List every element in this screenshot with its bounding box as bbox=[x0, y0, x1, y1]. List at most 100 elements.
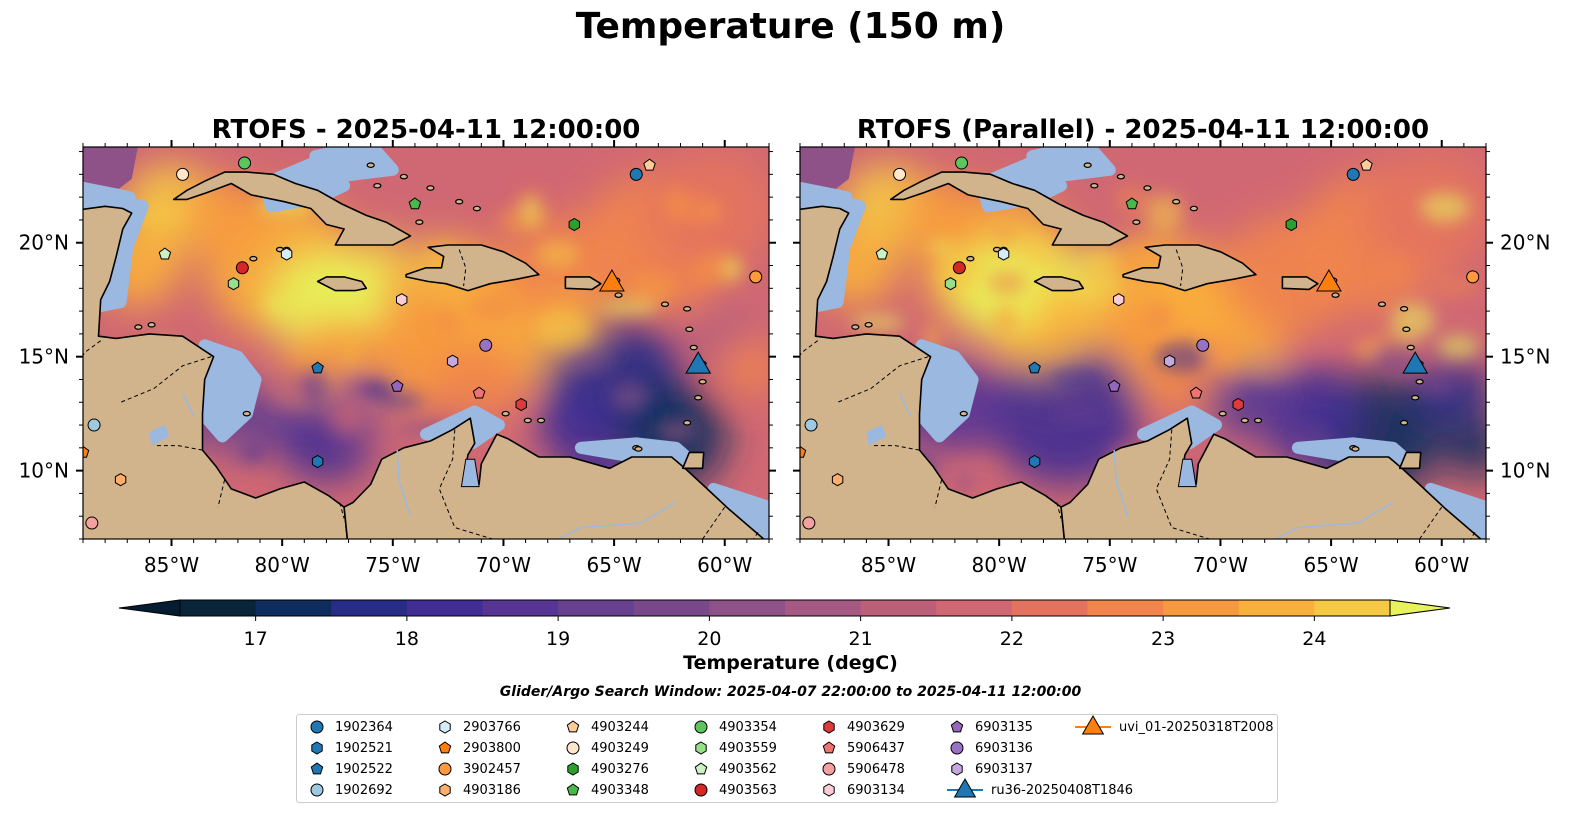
axis-ticks bbox=[793, 140, 1493, 546]
legend-circle-icon bbox=[822, 762, 836, 776]
argo-marker-5906437 bbox=[472, 386, 486, 399]
argo-marker-2903766 bbox=[280, 247, 293, 261]
legend-label: 5906478 bbox=[847, 761, 905, 777]
legend-entry: 6903137 bbox=[947, 759, 1033, 779]
legend-entry: uvi_01-20250318T2008 bbox=[1075, 715, 1273, 737]
legend-hexagon-icon bbox=[439, 783, 451, 797]
legend-hexagon-icon bbox=[951, 762, 963, 776]
legend-marker-icon bbox=[438, 741, 452, 754]
argo-marker-4903244 bbox=[1360, 158, 1373, 171]
argo-marker-4903249 bbox=[893, 167, 907, 181]
legend-marker-icon bbox=[947, 778, 983, 798]
legend-label: 3902457 bbox=[463, 761, 521, 777]
legend-circle-icon bbox=[950, 741, 964, 755]
legend-marker-icon bbox=[823, 720, 835, 734]
legend-marker-icon bbox=[695, 741, 707, 755]
legend-hexagon-icon bbox=[567, 762, 579, 776]
colorbar-segment bbox=[785, 600, 862, 616]
argo-marker-6903134 bbox=[396, 293, 408, 307]
colorbar-extend-low bbox=[118, 599, 181, 617]
glider-marker-uvi_01-20250318T2008 bbox=[598, 268, 625, 292]
search-window-caption: Glider/Argo Search Window: 2025-04-07 22… bbox=[499, 684, 1082, 700]
argo-marker-6903137 bbox=[1163, 354, 1176, 368]
legend-hexagon-icon bbox=[823, 720, 835, 734]
legend-marker-icon bbox=[310, 762, 324, 775]
legend-marker-icon bbox=[439, 720, 451, 734]
argo-marker-4903186 bbox=[831, 473, 844, 487]
legend-marker-icon bbox=[822, 762, 836, 776]
lon-tick-label: 60°W bbox=[1414, 553, 1469, 577]
legend-marker-icon bbox=[566, 720, 580, 733]
argo-marker-2903800 bbox=[800, 445, 807, 458]
legend-pentagon-icon bbox=[950, 720, 964, 733]
jamaica bbox=[316, 276, 368, 292]
argo-marker-4903559 bbox=[227, 277, 240, 291]
colorbar-segment bbox=[860, 600, 937, 616]
legend-triangle-icon bbox=[953, 778, 977, 798]
float-markers bbox=[800, 156, 1480, 530]
central-america bbox=[83, 205, 349, 539]
map-panel-parallel: RTOFS (Parallel) - 2025-04-11 12:00:00 85… bbox=[793, 115, 1550, 577]
figure-title: Temperature (150 m) bbox=[575, 6, 1006, 47]
legend-label: 4903629 bbox=[847, 719, 905, 735]
argo-marker-2903766 bbox=[997, 247, 1010, 261]
legend-label: 4903249 bbox=[591, 740, 649, 756]
legend-entry: 3902457 bbox=[435, 759, 521, 779]
lat-tick-label: 20°N bbox=[1500, 231, 1550, 255]
glider-marker-uvi_01-20250318T2008 bbox=[1315, 268, 1342, 292]
legend-label: 4903186 bbox=[463, 782, 521, 798]
argo-marker-1902364 bbox=[1346, 167, 1360, 181]
argo-marker-5906437 bbox=[1189, 386, 1203, 399]
legend-entry: 5906478 bbox=[819, 759, 905, 779]
legend-label: 4903276 bbox=[591, 761, 649, 777]
legend-marker-icon bbox=[438, 762, 452, 776]
colorbar-segment bbox=[709, 600, 786, 616]
legend-label: 2903766 bbox=[463, 719, 521, 735]
argo-marker-4903563 bbox=[235, 261, 249, 275]
legend-circle-icon bbox=[694, 783, 708, 797]
legend-pentagon-icon bbox=[438, 741, 452, 754]
legend-label: 1902522 bbox=[335, 761, 393, 777]
legend-entry: 6903135 bbox=[947, 717, 1033, 737]
lat-tick-label: 10°N bbox=[19, 459, 69, 483]
cuba bbox=[172, 171, 412, 246]
colorbar-segment bbox=[936, 600, 1013, 616]
puerto-rico bbox=[1281, 276, 1319, 291]
argo-marker-6903134 bbox=[1113, 293, 1125, 307]
legend-marker-icon bbox=[950, 720, 964, 733]
legend-label: 4903348 bbox=[591, 782, 649, 798]
legend-pentagon-icon bbox=[310, 762, 324, 775]
legend-entry: 1902692 bbox=[307, 780, 393, 800]
argo-marker-1902692 bbox=[87, 418, 101, 432]
legend-entry: 1902364 bbox=[307, 717, 393, 737]
colorbar-tick-label: 22 bbox=[1000, 628, 1024, 650]
argo-marker-4903563 bbox=[952, 261, 966, 275]
argo-marker-6903135 bbox=[390, 379, 404, 392]
colorbar-segment bbox=[406, 600, 483, 616]
lon-tick-label: 60°W bbox=[697, 553, 752, 577]
colorbar-segment bbox=[1011, 600, 1088, 616]
hispaniola bbox=[1122, 244, 1257, 292]
legend-entry: 1902522 bbox=[307, 759, 393, 779]
colorbar-extend-high bbox=[1389, 599, 1451, 617]
jamaica bbox=[1033, 276, 1085, 292]
lat-tick-label: 15°N bbox=[19, 345, 69, 369]
lat-tick-label: 15°N bbox=[1500, 345, 1550, 369]
colorbar-label: Temperature (degC) bbox=[683, 652, 898, 674]
rivers bbox=[898, 392, 1394, 539]
argo-marker-1902521 bbox=[311, 454, 324, 469]
legend-marker-icon bbox=[567, 762, 579, 776]
colorbar-segment bbox=[331, 600, 408, 616]
rivers bbox=[181, 392, 677, 539]
colorbar-segment bbox=[1238, 600, 1315, 616]
small-islands bbox=[134, 162, 707, 452]
lon-tick-label: 85°W bbox=[144, 553, 199, 577]
legend-hexagon-icon bbox=[311, 741, 323, 755]
legend-label: 4903563 bbox=[719, 782, 777, 798]
legend-marker-icon bbox=[694, 783, 708, 797]
country-borders bbox=[800, 249, 1476, 539]
legend-pentagon-icon bbox=[566, 783, 580, 796]
lon-tick-label: 75°W bbox=[1082, 553, 1137, 577]
puerto-rico bbox=[564, 276, 602, 291]
